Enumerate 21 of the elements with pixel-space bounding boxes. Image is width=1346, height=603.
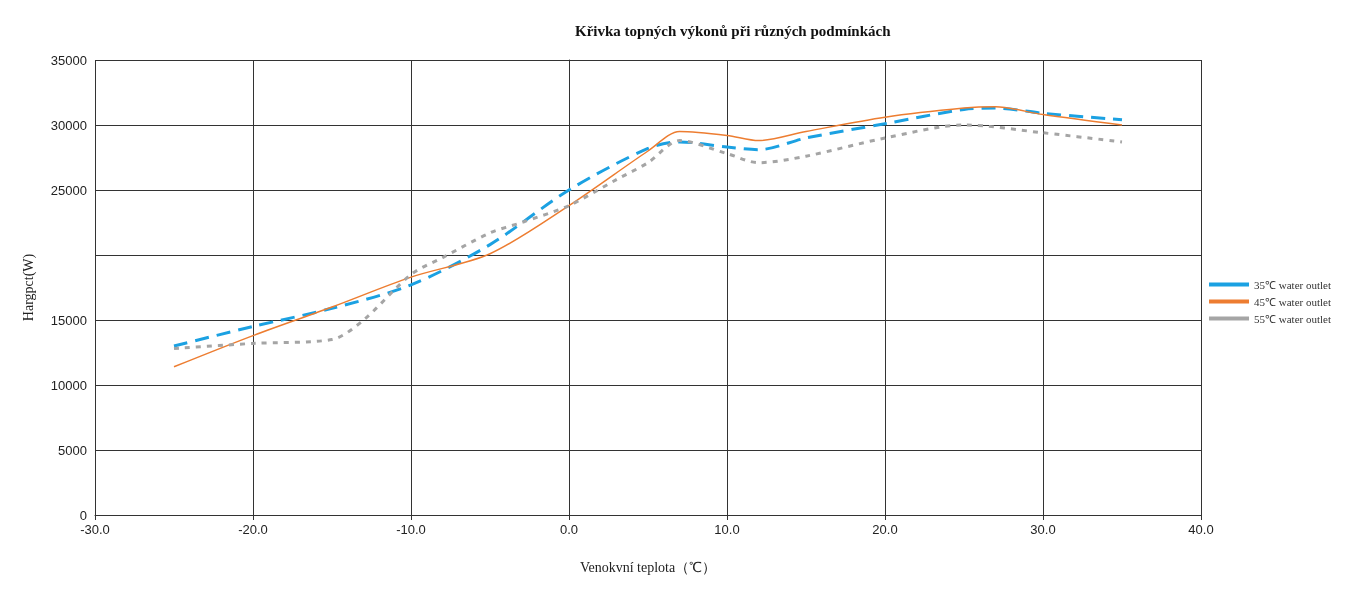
legend-label: 35℃ water outlet — [1254, 278, 1332, 291]
x-tick-label: 40.0 — [1188, 522, 1214, 537]
x-tick-label: -20.0 — [238, 522, 268, 537]
x-tick-label: 10.0 — [714, 522, 740, 537]
legend-label: 55℃ water outlet — [1254, 312, 1332, 325]
x-tick-label: 0.0 — [559, 522, 579, 537]
x-tick-label: 30.0 — [1030, 522, 1056, 537]
y-tick-label: 15000 — [50, 312, 87, 328]
y-tick-label: 5000 — [58, 442, 87, 458]
y-tick-label: 30000 — [50, 117, 87, 133]
x-tick-label: -10.0 — [396, 522, 426, 537]
x-axis-title: Venokvní teplota（℃） — [579, 559, 717, 575]
y-tick-label: 0 — [79, 507, 87, 523]
x-tick-label: 20.0 — [872, 522, 898, 537]
y-tick-label: 35000 — [50, 52, 87, 68]
y-tick-label: 25000 — [50, 182, 87, 198]
chart-title: Křivka topných výkonů při různých podmínkách — [575, 22, 892, 39]
y-tick-label: 10000 — [50, 377, 87, 393]
x-tick-label: -30.0 — [80, 522, 110, 537]
y-axis-title: Hargpct(W) — [20, 253, 37, 322]
legend-label: 45℃ water outlet — [1254, 295, 1332, 308]
